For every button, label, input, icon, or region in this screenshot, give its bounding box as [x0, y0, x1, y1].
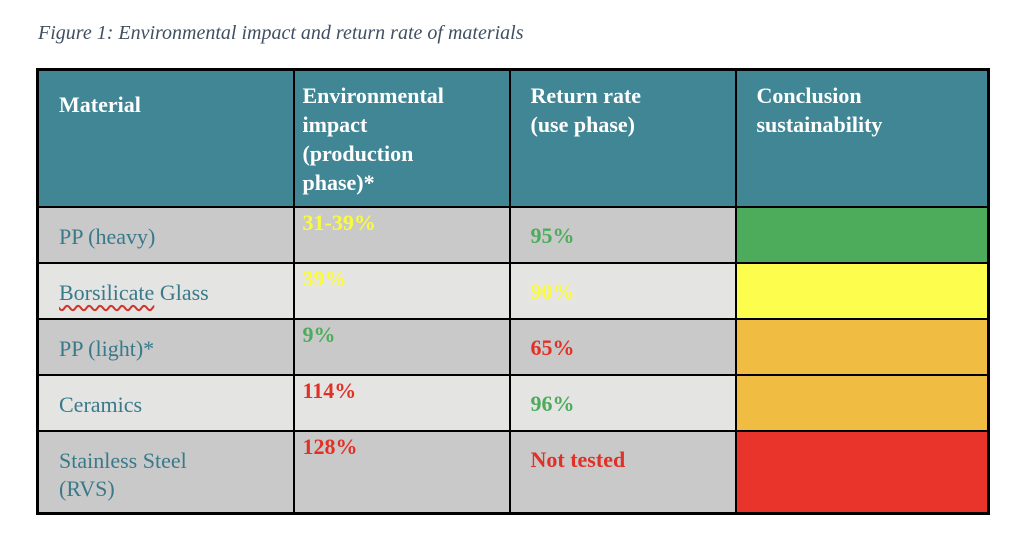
return-rate-cell: 65%	[508, 317, 737, 376]
material-name: PP (light)*	[59, 335, 155, 361]
header-return-rate: Return rate (use phase)	[508, 68, 737, 208]
material-cell: Borsilicate Glass	[36, 261, 295, 320]
conclusion-color-cell	[734, 317, 990, 376]
return-rate-cell: 90%	[508, 261, 737, 320]
impact-cell: 39%	[292, 261, 511, 320]
table-row: PP (light)* 9% 65%	[36, 317, 990, 376]
return-rate-cell: 95%	[508, 205, 737, 264]
impact-value: 39%	[302, 265, 347, 291]
table-row: PP (heavy) 31-39% 95%	[36, 205, 990, 264]
material-name: Ceramics	[59, 391, 143, 417]
table-header: Material Environmental impact (productio…	[36, 68, 990, 208]
return-rate-cell: 96%	[508, 373, 737, 432]
material-cell: PP (heavy)	[36, 205, 295, 264]
return-rate-value: 95%	[530, 222, 575, 248]
table-body: PP (heavy) 31-39% 95% Borsilicate Glass 39% 9…	[36, 205, 990, 515]
material-cell: Ceramics	[36, 373, 295, 432]
impact-value: 114%	[302, 377, 357, 403]
impact-cell: 9%	[292, 317, 511, 376]
return-rate-value: Not tested	[530, 446, 626, 472]
table-row: Stainless Steel (RVS) 128% Not tested	[36, 429, 990, 515]
impact-cell: 114%	[292, 373, 511, 432]
header-material: Material	[36, 68, 295, 208]
conclusion-color-cell	[734, 373, 990, 432]
impact-value: 9%	[302, 321, 336, 347]
return-rate-value: 96%	[530, 390, 575, 416]
material-cell: PP (light)*	[36, 317, 295, 376]
material-cell: Stainless Steel (RVS)	[36, 429, 295, 515]
misspelled-word: Borsilicate	[59, 279, 155, 305]
conclusion-color-cell	[734, 261, 990, 320]
conclusion-color-cell	[734, 205, 990, 264]
table-row: Borsilicate Glass 39% 90%	[36, 261, 990, 320]
return-rate-value: 65%	[530, 334, 575, 360]
impact-cell: 128%	[292, 429, 511, 515]
figure-caption: Figure 1: Environmental impact and retur…	[38, 22, 524, 44]
impact-value: 31-39%	[302, 209, 376, 235]
material-name: Borsilicate Glass	[59, 279, 209, 305]
conclusion-color-cell	[734, 429, 990, 515]
material-name: Stainless Steel (RVS)	[59, 447, 187, 502]
impact-value: 128%	[302, 433, 358, 459]
impact-cell: 31-39%	[292, 205, 511, 264]
header-row: Material Environmental impact (productio…	[36, 68, 990, 208]
material-name: PP (heavy)	[59, 223, 156, 249]
table-row: Ceramics 114% 96%	[36, 373, 990, 432]
header-impact: Environmental impact (production phase)*	[292, 68, 511, 208]
return-rate-cell: Not tested	[508, 429, 737, 515]
materials-table: Material Environmental impact (productio…	[36, 68, 990, 515]
header-conclusion: Conclusion sustainability	[734, 68, 990, 208]
return-rate-value: 90%	[530, 278, 575, 304]
